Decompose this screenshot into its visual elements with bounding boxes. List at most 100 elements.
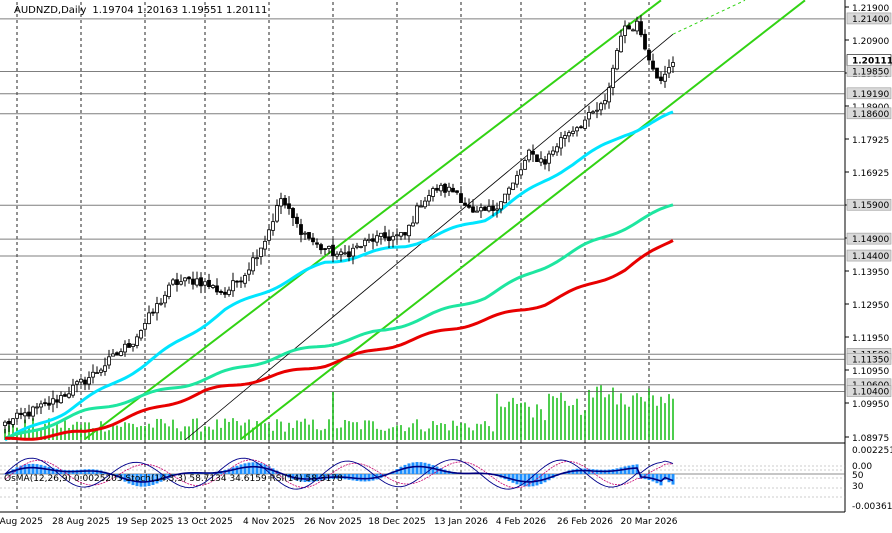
osma-bar	[243, 463, 247, 474]
volume-bar	[184, 426, 186, 440]
volume-bar	[380, 429, 382, 440]
y-tick-label: 1.12950	[852, 301, 889, 311]
volume-bar	[580, 414, 582, 440]
volume-bar	[632, 395, 634, 440]
volume-bar	[420, 429, 422, 440]
y-tick-label: 1.09950	[852, 400, 889, 410]
level-price-label: 1.14400	[852, 252, 889, 262]
trend-line-extension	[672, 0, 746, 35]
level-lines	[0, 18, 845, 393]
volume-bar	[112, 425, 114, 440]
candle-body	[111, 353, 115, 357]
candle-body	[199, 277, 203, 287]
osma-bar	[523, 474, 527, 487]
candle-body	[603, 100, 607, 105]
volume-bar	[512, 397, 514, 440]
volume-bar	[276, 419, 278, 440]
volume-bar	[4, 428, 6, 440]
volume-bar	[616, 404, 618, 440]
osma-bar	[539, 474, 543, 485]
level-price-label: 1.18600	[852, 110, 889, 120]
osma-bar	[363, 474, 367, 482]
candle-body	[75, 381, 79, 385]
price-label-box	[846, 249, 892, 262]
volume-bar	[500, 406, 502, 440]
candle-body	[251, 257, 255, 272]
x-tick-label: 28 Aug 2025	[52, 517, 110, 527]
candle-body	[95, 372, 99, 374]
candle-body	[667, 67, 671, 74]
candle-body	[611, 67, 615, 88]
candle-body	[155, 303, 159, 314]
volume-bar	[640, 396, 642, 440]
volume-bar	[140, 425, 142, 440]
candle-body	[159, 302, 163, 305]
candle-body	[27, 411, 31, 417]
volume-bar	[388, 428, 390, 440]
volume-bar	[568, 405, 570, 440]
x-tick-label: 4 Nov 2025	[243, 517, 295, 527]
candle-body	[571, 130, 575, 134]
candle-body	[495, 208, 499, 211]
candle-body	[227, 289, 231, 295]
candle-body	[283, 197, 287, 206]
candle-body	[423, 200, 427, 208]
candle-body	[399, 232, 403, 237]
volume-bar	[428, 428, 430, 440]
osma-bar	[235, 465, 239, 474]
volume-bar	[584, 410, 586, 440]
volume-bar	[416, 419, 418, 440]
volume-bar	[540, 409, 542, 440]
candle-body	[671, 62, 675, 67]
candle-body	[171, 279, 175, 285]
volume-bar	[600, 385, 602, 440]
channel-lines[interactable]	[84, 0, 806, 441]
osma-bar	[427, 463, 431, 474]
volume-bar	[524, 402, 526, 440]
y-tick-label: 1.08975	[852, 434, 889, 444]
candle-body	[103, 365, 107, 372]
osma-bar	[131, 474, 135, 486]
volume-bar	[164, 423, 166, 440]
volume-bar	[40, 428, 42, 440]
volume-bar	[444, 424, 446, 440]
osma-bar	[47, 466, 51, 474]
candle-body	[531, 150, 535, 155]
candle-body	[523, 160, 527, 170]
volume-bar	[624, 404, 626, 440]
channel-line-0	[84, 0, 662, 440]
volume-bar	[56, 421, 58, 440]
candle-body	[415, 205, 419, 224]
osma-bar	[155, 474, 159, 484]
volume-bar	[28, 427, 30, 440]
osma-bar	[535, 474, 539, 486]
candle-body	[403, 232, 407, 236]
candle-body	[87, 377, 91, 385]
volume-bar	[336, 428, 338, 440]
volume-bar	[460, 423, 462, 440]
candle-body	[375, 235, 379, 243]
volume-bar	[448, 430, 450, 440]
volume-bar	[160, 418, 162, 440]
candle-body	[15, 412, 19, 419]
y-tick-label: 1.20900	[852, 37, 889, 47]
volume-bar	[456, 425, 458, 440]
volume-bar	[200, 431, 202, 440]
candle-body	[567, 132, 571, 137]
candle-body	[203, 281, 207, 286]
price-label-box	[846, 385, 892, 397]
osma-bar	[623, 466, 627, 474]
candle-body	[383, 232, 387, 239]
level-price-label: 1.21400	[852, 15, 889, 25]
x-tick-label: 13 Jan 2026	[434, 517, 488, 527]
candle-body	[35, 406, 39, 409]
osma-bar	[151, 474, 155, 485]
candle-body	[7, 420, 11, 425]
volume-bar	[396, 425, 398, 440]
y-tick-label: 1.11950	[852, 334, 889, 344]
candle-body	[527, 149, 531, 161]
volume-bar	[96, 430, 98, 440]
x-tick-label: 20 Mar 2026	[620, 517, 677, 527]
